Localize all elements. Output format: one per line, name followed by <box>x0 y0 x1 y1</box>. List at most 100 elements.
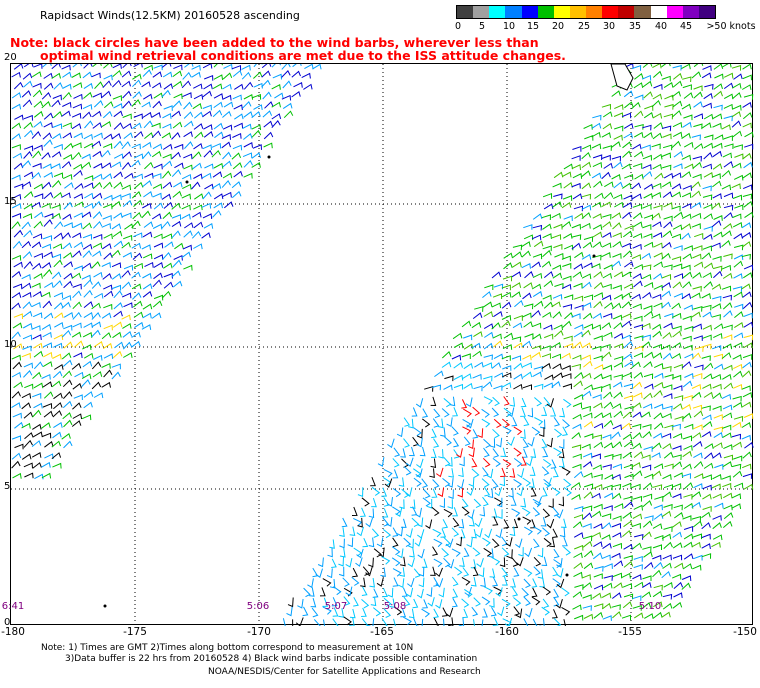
wind-barb-icon <box>683 526 694 532</box>
wind-barb-icon <box>141 210 151 219</box>
wind-barb-icon <box>613 356 624 362</box>
wind-barb-icon <box>486 468 494 479</box>
wind-barb-icon <box>171 132 181 140</box>
wind-barb-icon <box>573 571 583 578</box>
wind-barb-icon <box>721 285 732 292</box>
wind-barb-icon <box>310 597 317 608</box>
wind-barb-icon <box>652 442 662 450</box>
wind-barb-icon <box>532 618 538 626</box>
wind-barb-icon <box>406 587 414 598</box>
wind-barb-icon <box>62 370 72 379</box>
wind-barb-icon <box>641 334 651 341</box>
wind-barb-icon <box>572 591 583 598</box>
wind-barb-icon <box>133 262 144 269</box>
wind-barb-icon <box>582 535 593 542</box>
wind-barb-icon <box>491 322 501 330</box>
wind-barb-icon <box>401 587 408 597</box>
wind-barb-icon <box>500 447 507 458</box>
wind-barb-icon <box>53 334 64 340</box>
wind-barb-icon <box>702 420 713 428</box>
wind-barb-icon <box>623 283 634 290</box>
wind-barb-icon <box>443 456 451 467</box>
wind-barb-icon <box>93 220 103 229</box>
wind-barb-icon <box>32 89 43 98</box>
wind-barb-icon <box>563 478 572 488</box>
wind-barb-icon <box>561 365 571 371</box>
wind-barb-icon <box>497 509 503 520</box>
wind-barb-icon <box>481 408 490 418</box>
wind-barb-icon <box>132 252 143 260</box>
wind-barb-icon <box>562 195 573 201</box>
wind-barb-icon <box>461 598 470 608</box>
lat-label-5: 5 <box>4 481 11 492</box>
wind-barb-icon <box>152 71 163 78</box>
wind-barb-icon <box>551 234 562 240</box>
wind-barb-icon <box>484 284 494 291</box>
wind-barb-icon <box>292 619 294 626</box>
wind-barb-icon <box>661 611 671 618</box>
wind-barb-icon <box>712 113 723 120</box>
wind-barb-icon <box>497 606 505 617</box>
wind-barb-icon <box>338 566 345 577</box>
wind-barb-icon <box>33 100 44 108</box>
wind-barb-icon <box>383 597 392 607</box>
wind-barb-icon <box>602 615 612 621</box>
wind-barb-icon <box>34 211 44 219</box>
wind-barb-icon <box>571 363 582 370</box>
wind-barb-icon <box>172 280 183 288</box>
wind-barb-icon <box>642 291 652 299</box>
wind-barb-icon <box>113 110 123 118</box>
wind-barb-icon <box>642 500 653 508</box>
wind-barb-icon <box>721 240 731 248</box>
wind-barb-icon <box>161 220 171 229</box>
wind-barb-icon <box>383 608 392 618</box>
wind-barb-icon <box>463 408 472 418</box>
wind-barb-icon <box>555 509 564 519</box>
wind-barb-icon <box>642 575 652 581</box>
wind-barb-icon <box>232 132 242 139</box>
wind-barb-icon <box>11 390 21 399</box>
wind-barb-icon <box>525 607 533 618</box>
wind-barb-icon <box>461 576 471 586</box>
wind-barb-icon <box>403 438 410 448</box>
wind-barb-icon <box>734 204 744 211</box>
wind-barb-icon <box>361 497 370 507</box>
wind-barb-icon <box>722 230 732 237</box>
wind-barb-icon <box>653 261 663 268</box>
wind-barb-icon <box>701 252 712 260</box>
wind-barb-icon <box>554 283 564 289</box>
wind-barb-icon <box>642 546 652 552</box>
wind-barb-icon <box>471 321 482 329</box>
wind-barb-icon <box>644 383 654 390</box>
wind-barb-icon <box>693 483 703 489</box>
wind-barb-icon <box>613 560 624 567</box>
wind-barb-icon <box>662 432 672 439</box>
wind-barb-icon <box>243 159 254 168</box>
wind-barb-icon <box>653 422 664 430</box>
wind-barb-icon <box>712 392 722 399</box>
wind-barb-icon <box>681 192 692 199</box>
wind-barb-icon <box>723 504 733 511</box>
wind-barb-icon <box>515 538 523 549</box>
wind-barb-icon <box>163 83 174 90</box>
wind-barb-icon <box>559 407 566 418</box>
wind-barb-icon <box>191 64 201 71</box>
wind-barb-icon <box>232 94 242 101</box>
wind-map <box>10 63 754 626</box>
wind-barb-icon <box>593 573 603 579</box>
wind-barb-icon <box>111 363 121 370</box>
wind-barb-icon <box>163 281 174 289</box>
wind-barb-icon <box>523 321 533 328</box>
wind-barb-icon <box>141 244 151 251</box>
wind-barb-icon <box>496 497 503 508</box>
wind-barb-icon <box>61 64 71 71</box>
wind-barb-icon <box>602 351 612 359</box>
wind-barb-icon <box>683 444 693 451</box>
wind-barb-icon <box>11 291 22 299</box>
wind-barb-icon <box>643 111 654 119</box>
wind-barb-icon <box>673 292 684 299</box>
wind-barb-icon <box>733 363 743 370</box>
wind-barb-icon <box>182 244 192 251</box>
wind-barb-icon <box>11 92 22 99</box>
wind-barb-icon <box>493 311 503 318</box>
